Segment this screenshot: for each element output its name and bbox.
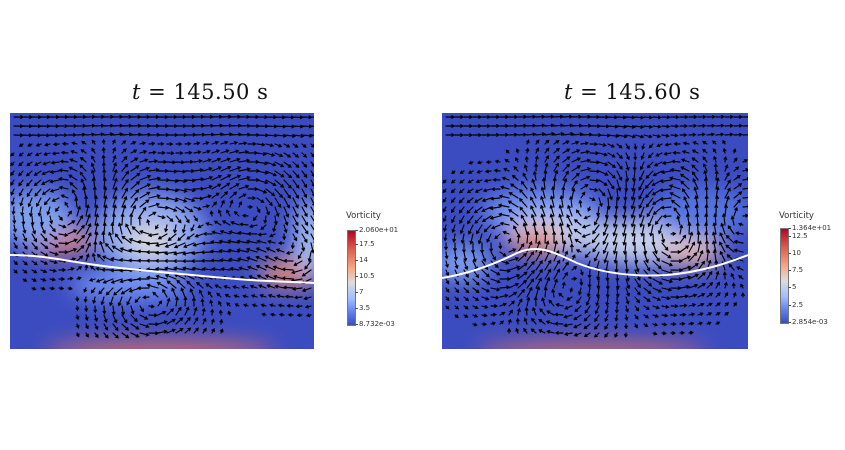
colorbar-max-label-left: 2.060e+01 [354, 226, 399, 234]
panel-left-title: t = 145.50 s [132, 80, 268, 110]
title-time-value: 145.60 [605, 80, 682, 104]
vorticity-plot-right [442, 113, 748, 349]
panel-right-title: t = 145.60 s [564, 80, 700, 110]
colorbar-title-left: Vorticity [346, 211, 381, 221]
interface-line-left [10, 254, 314, 284]
title-time-value: 145.50 [173, 80, 250, 104]
velocity-vectors-right [442, 114, 748, 338]
vorticity-field-left [10, 113, 314, 349]
title-time-unit: s [689, 80, 701, 104]
colorbar-tick-label: 14 [355, 256, 368, 265]
colorbar-tick-label: 5 [787, 283, 797, 292]
vorticity-field-right [442, 113, 748, 349]
title-equals: = [148, 80, 167, 104]
colorbar-tick-label: 12.5 [788, 231, 808, 240]
colorbar-ticks-left: 17.5 14 10.5 7 3.5 [354, 230, 399, 324]
title-time-variable: t [132, 80, 141, 104]
title-equals: = [580, 80, 599, 104]
vorticity-plot-left [10, 113, 314, 349]
colorbar-tick-label: 7 [354, 288, 364, 297]
interface-line-right [442, 247, 748, 279]
colorbar-right [780, 228, 789, 324]
title-time-unit: s [257, 80, 269, 104]
title-time-variable: t [564, 80, 573, 104]
colorbar-left [347, 230, 356, 326]
colorbar-min-label-right: 2.854e-03 [788, 318, 828, 326]
velocity-vectors-left [10, 114, 314, 339]
velocity-arrows [10, 114, 314, 339]
colorbar-tick-label: 3.5 [354, 304, 371, 313]
colorbar-tick-label: 7.5 [787, 266, 804, 275]
colorbar-ticks-right: 12.5 10 7.5 5 2.5 [787, 228, 832, 322]
colorbar-tick-label: 10 [788, 249, 801, 258]
colorbar-tick-label: 17.5 [355, 240, 375, 249]
colorbar-title-right: Vorticity [779, 211, 814, 221]
colorbar-max-label-right: 1.364e+01 [787, 224, 832, 232]
colorbar-tick-label: 2.5 [787, 301, 804, 310]
colorbar-min-label-left: 8.732e-03 [355, 320, 395, 328]
colorbar-tick-label: 10.5 [355, 272, 375, 281]
velocity-arrows [442, 114, 748, 338]
